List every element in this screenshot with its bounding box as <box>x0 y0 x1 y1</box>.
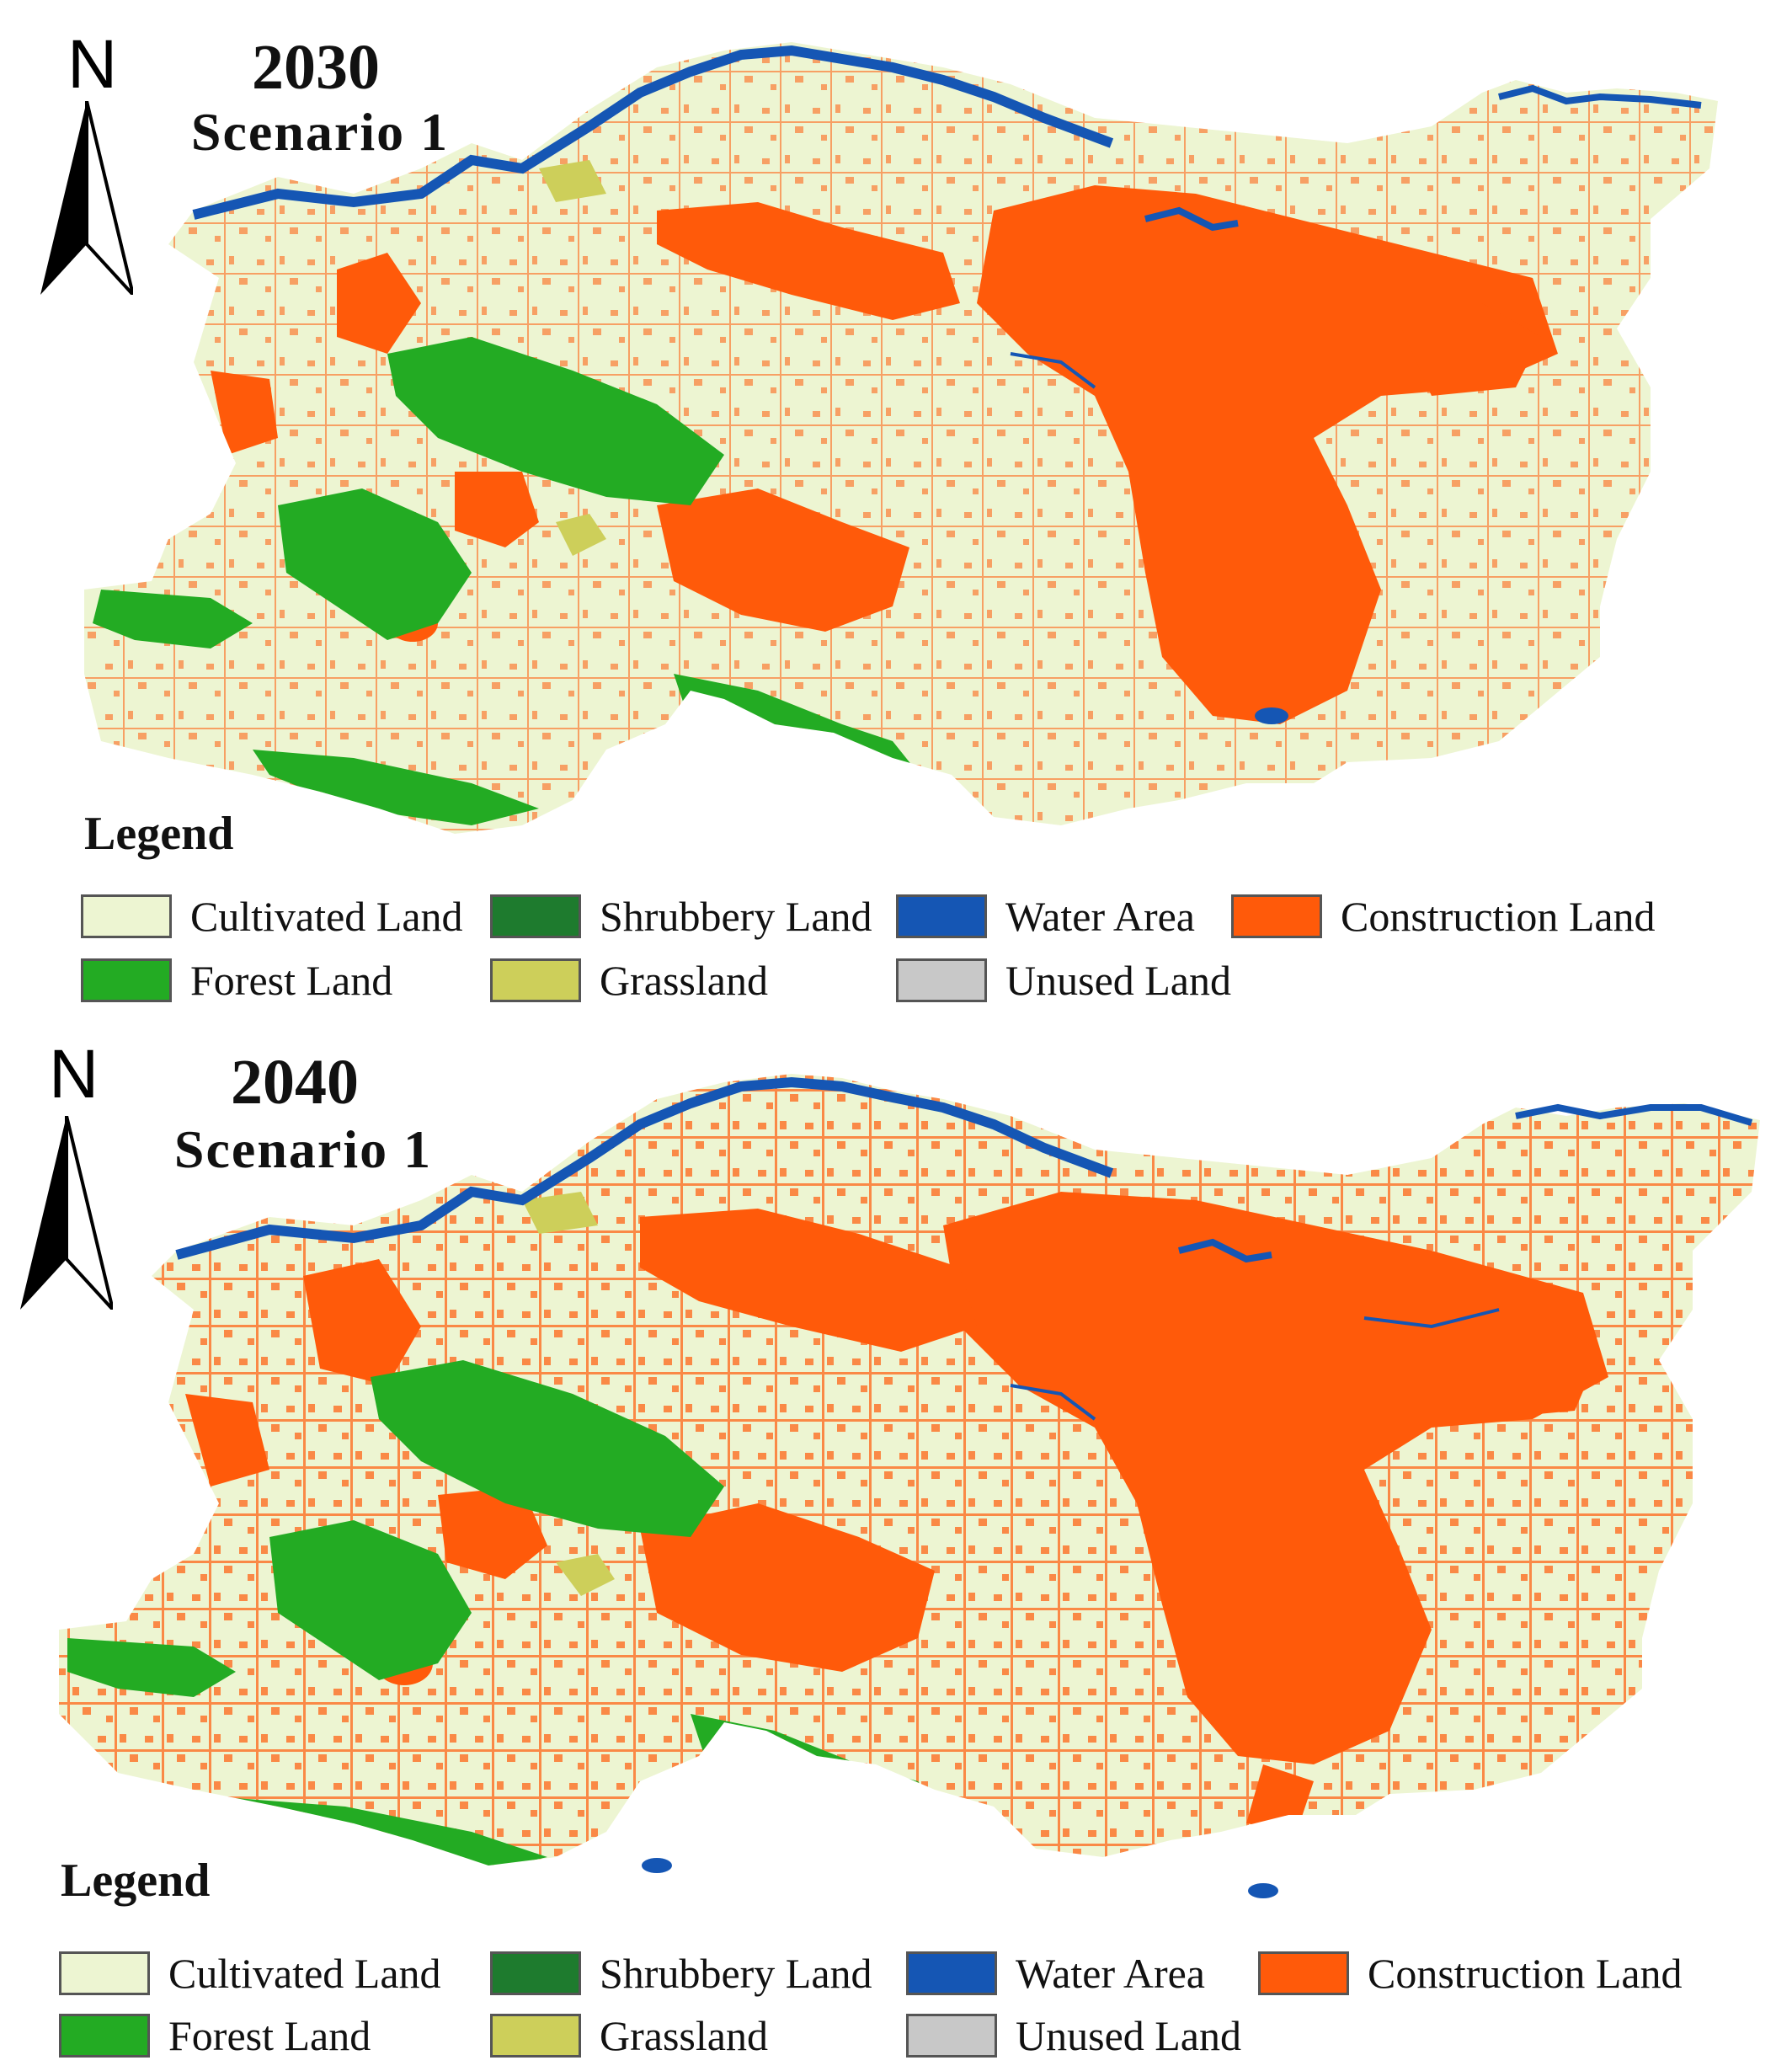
water-area-swatch <box>906 1951 997 1995</box>
legend-label: Shrubbery Land <box>600 893 872 940</box>
legend-item-unused-land: Unused Land <box>906 2010 1241 2061</box>
legend-label: Forest Land <box>190 957 393 1004</box>
forest-land-swatch <box>59 2014 150 2058</box>
unused-land-swatch <box>906 2014 997 2058</box>
legend-label: Construction Land <box>1368 1950 1683 1997</box>
legend-label: Water Area <box>1005 893 1195 940</box>
legend-label: Cultivated Land <box>190 893 463 940</box>
map-panel-2040: N 2040 Scenario 1 Legend Cultivated Land… <box>0 1023 1792 2071</box>
water-area-swatch <box>896 894 987 938</box>
north-arrow-icon <box>20 1116 113 1310</box>
legend-item-cultivated-land: Cultivated Land <box>59 1948 441 1999</box>
legend-item-construction-land: Construction Land <box>1258 1948 1683 1999</box>
legend-label: Cultivated Land <box>168 1950 441 1997</box>
legend-item-water-area: Water Area <box>896 891 1195 942</box>
legend-title: Legend <box>84 808 234 860</box>
legend-item-shrubbery-land: Shrubbery Land <box>490 1948 872 1999</box>
legend-label: Grassland <box>600 2012 768 2059</box>
legend-label: Unused Land <box>1016 2012 1241 2059</box>
legend-label: Grassland <box>600 957 768 1004</box>
legend-item-cultivated-land: Cultivated Land <box>81 891 463 942</box>
land-use-map-2040 <box>59 1074 1760 1898</box>
north-arrow-icon <box>40 101 133 295</box>
legend-item-grassland: Grassland <box>490 955 768 1006</box>
map-year-title: 2030 <box>252 32 380 103</box>
legend-item-grassland: Grassland <box>490 2010 768 2061</box>
legend-label: Forest Land <box>168 2012 371 2059</box>
legend-item-forest-land: Forest Land <box>81 955 392 1006</box>
construction-land-swatch <box>1231 894 1322 938</box>
cultivated-land-swatch <box>81 894 172 938</box>
north-label: N <box>49 1036 99 1113</box>
cultivated-land-swatch <box>59 1951 150 1995</box>
legend-item-water-area: Water Area <box>906 1948 1205 1999</box>
legend-label: Water Area <box>1016 1950 1205 1997</box>
north-label: N <box>67 26 118 103</box>
shrubbery-land-swatch <box>490 894 581 938</box>
legend-item-shrubbery-land: Shrubbery Land <box>490 891 872 942</box>
unused-land-swatch <box>896 958 987 1002</box>
legend-item-construction-land: Construction Land <box>1231 891 1656 942</box>
grassland-swatch <box>490 2014 581 2058</box>
construction-land-swatch <box>1258 1951 1349 1995</box>
map-year-title: 2040 <box>231 1047 359 1118</box>
map-scenario-title: Scenario 1 <box>190 102 450 162</box>
legend-title: Legend <box>61 1855 211 1907</box>
map-scenario-title: Scenario 1 <box>173 1119 433 1179</box>
legend-label: Shrubbery Land <box>600 1950 872 1997</box>
shrubbery-land-swatch <box>490 1951 581 1995</box>
map-panel-2030: N 2030 Scenario 1 Legend Cultivated Land… <box>0 0 1792 1023</box>
legend-item-unused-land: Unused Land <box>896 955 1231 1006</box>
grassland-swatch <box>490 958 581 1002</box>
forest-land-swatch <box>81 958 172 1002</box>
legend-item-forest-land: Forest Land <box>59 2010 371 2061</box>
legend-label: Unused Land <box>1005 957 1231 1004</box>
legend-label: Construction Land <box>1341 893 1656 940</box>
land-use-map-2030 <box>84 42 1718 834</box>
